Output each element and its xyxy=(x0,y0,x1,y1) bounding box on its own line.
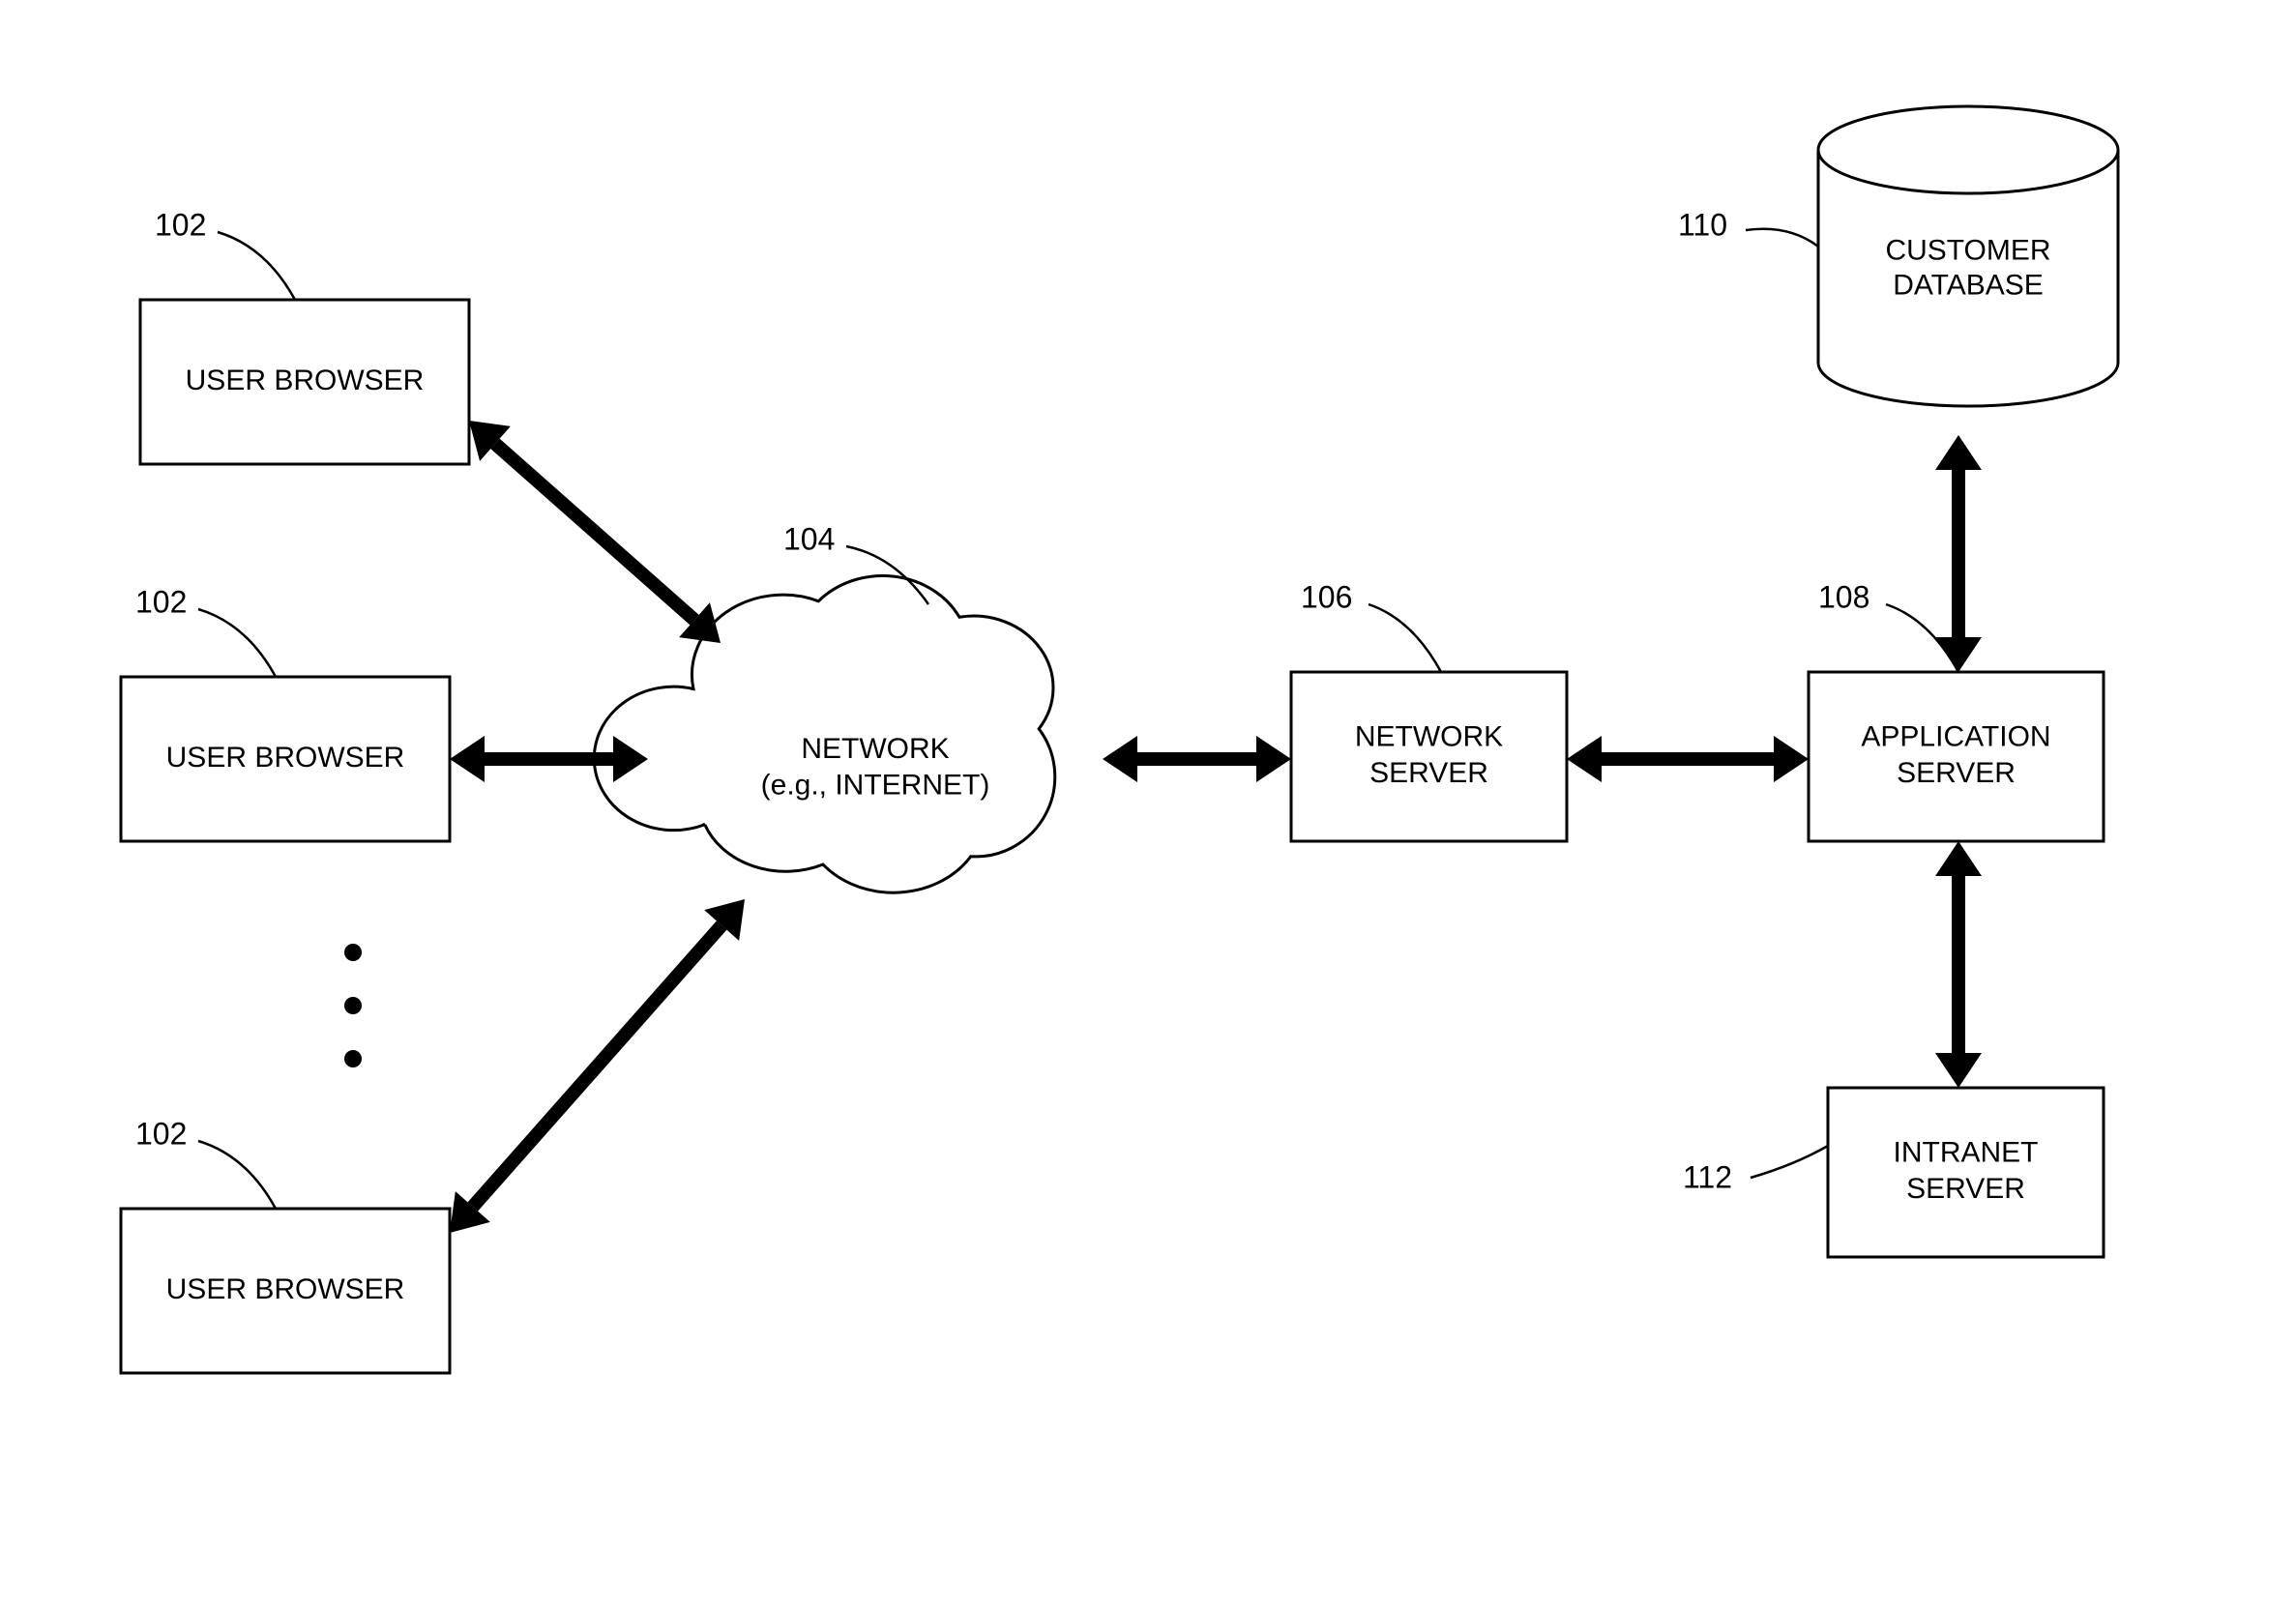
svg-text:110: 110 xyxy=(1678,207,1727,242)
svg-text:DATABASE: DATABASE xyxy=(1893,269,2044,301)
svg-text:CUSTOMER: CUSTOMER xyxy=(1885,234,2050,266)
svg-text:USER BROWSER: USER BROWSER xyxy=(186,365,425,396)
node-intranet: INTRANET SERVER 112 xyxy=(1683,1088,2104,1257)
node-browser1: USER BROWSER 102 xyxy=(140,207,469,464)
svg-text:NETWORK: NETWORK xyxy=(801,733,949,765)
node-browser2: USER BROWSER 102 xyxy=(121,584,450,841)
svg-text:(e.g., INTERNET): (e.g., INTERNET) xyxy=(761,770,990,802)
node-network_server: NETWORK SERVER 106 xyxy=(1291,579,1567,841)
node-database: CUSTOMERDATABASE 110 xyxy=(1678,106,2118,406)
network-diagram: USER BROWSER102USER BROWSER102USER BROWS… xyxy=(0,0,2296,1607)
ellipsis-dot xyxy=(344,1050,362,1067)
ellipsis-dot xyxy=(344,997,362,1014)
svg-text:106: 106 xyxy=(1301,579,1352,614)
svg-text:102: 102 xyxy=(135,584,187,619)
svg-text:USER BROWSER: USER BROWSER xyxy=(166,1273,405,1305)
svg-text:102: 102 xyxy=(155,207,206,242)
ellipsis-dot xyxy=(344,944,362,961)
svg-text:SERVER: SERVER xyxy=(1906,1173,2025,1205)
svg-text:104: 104 xyxy=(783,521,835,556)
svg-text:NETWORK: NETWORK xyxy=(1355,721,1503,753)
node-network_cloud: NETWORK (e.g., INTERNET) 104 xyxy=(594,521,1054,892)
svg-text:INTRANET: INTRANET xyxy=(1894,1137,2039,1169)
svg-text:SERVER: SERVER xyxy=(1897,757,2016,789)
svg-text:102: 102 xyxy=(135,1116,187,1151)
svg-text:USER BROWSER: USER BROWSER xyxy=(166,742,405,774)
node-browser3: USER BROWSER 102 xyxy=(121,1116,450,1373)
svg-text:SERVER: SERVER xyxy=(1369,757,1488,789)
svg-text:108: 108 xyxy=(1818,579,1869,614)
svg-text:APPLICATION: APPLICATION xyxy=(1861,721,2050,753)
svg-text:112: 112 xyxy=(1683,1159,1732,1194)
